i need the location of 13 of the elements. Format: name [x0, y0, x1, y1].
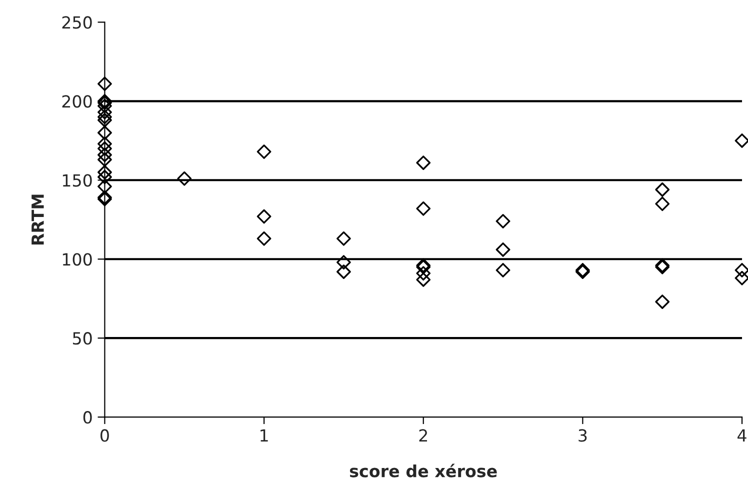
x-tick-label: 3	[578, 429, 587, 442]
y-tick-label: 150	[62, 174, 92, 187]
x-tick-label: 4	[738, 429, 746, 442]
y-tick-label: 0	[83, 411, 92, 424]
y-tick-label: 200	[62, 95, 92, 108]
y-tick-label: 100	[62, 253, 92, 266]
y-tick-label: 250	[62, 16, 92, 29]
x-tick-label: 0	[100, 429, 109, 442]
y-tick-label: 50	[72, 332, 92, 345]
x-tick-label: 2	[419, 429, 427, 442]
x-tick-label: 1	[260, 429, 268, 442]
y-axis-title: RRTM	[32, 194, 44, 245]
x-axis-title: score de xérose	[350, 464, 497, 478]
